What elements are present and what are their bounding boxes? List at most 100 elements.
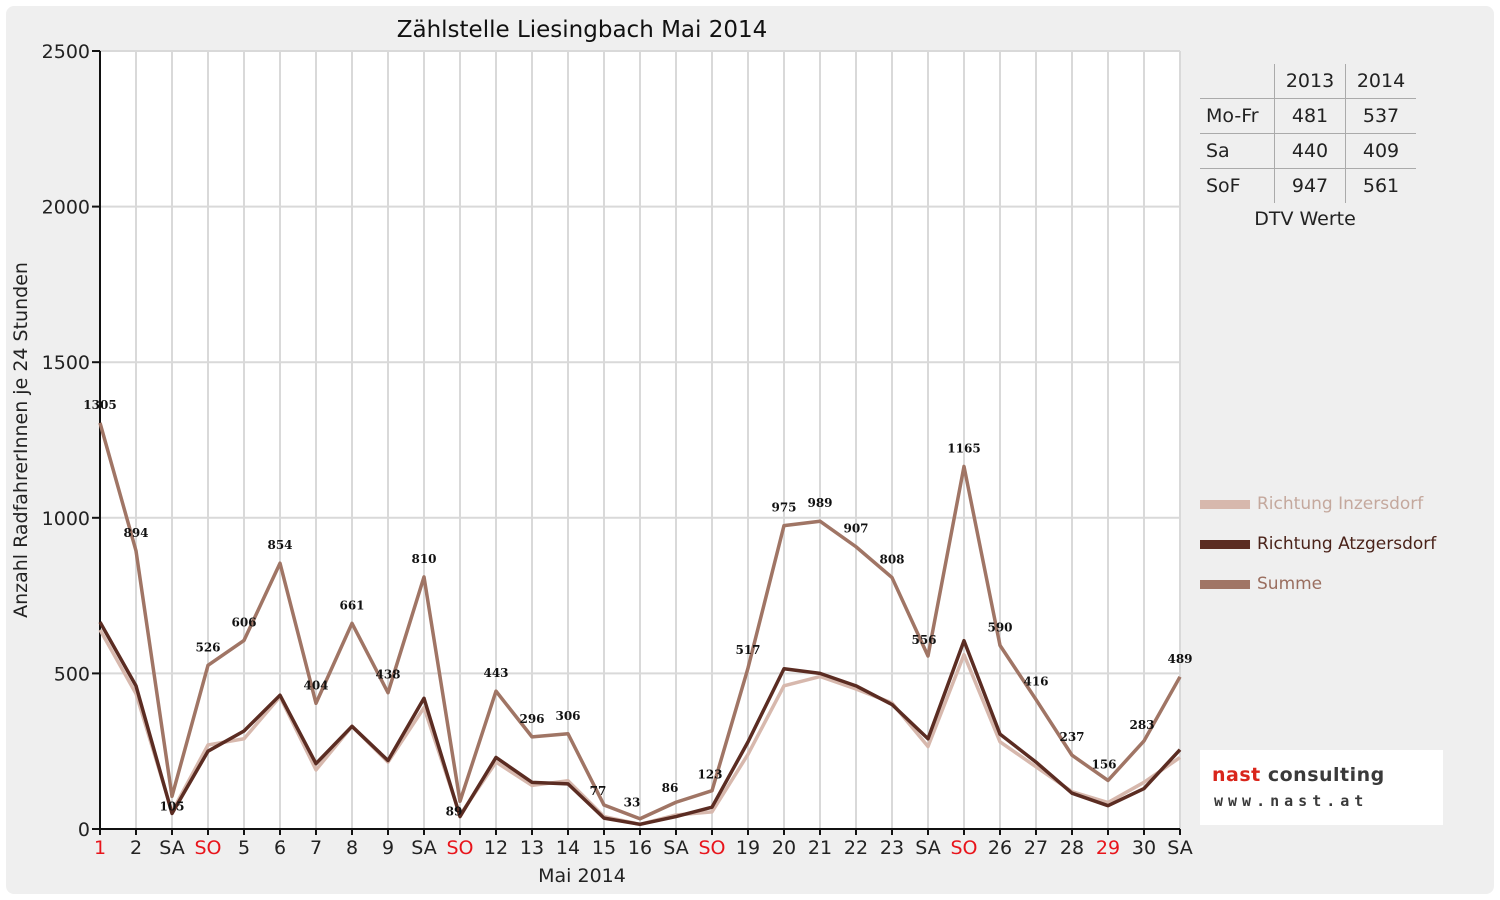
x-tick-label: 1 xyxy=(94,837,106,859)
x-tick-label: 30 xyxy=(1132,837,1156,859)
data-label: 975 xyxy=(771,501,796,515)
y-axis-label: Anzahl RadfahrerInnen je 24 Stunden xyxy=(10,262,32,618)
data-label: 489 xyxy=(1167,652,1192,666)
x-tick-label: 14 xyxy=(556,837,580,859)
legend-label-inzersdorf: Richtung Inzersdorf xyxy=(1257,494,1424,514)
data-label: 443 xyxy=(483,666,508,680)
data-label: 1165 xyxy=(947,441,980,455)
data-label: 661 xyxy=(339,598,364,612)
x-tick-label: SA xyxy=(1167,837,1192,859)
dtv-row-label: SoF xyxy=(1200,168,1275,203)
data-label: 1305 xyxy=(83,398,116,412)
legend-label-atzgersdorf: Richtung Atzgersdorf xyxy=(1257,534,1437,554)
data-label: 77 xyxy=(590,784,607,798)
dtv-table: 2013 2014 Mo-Fr 481 537 Sa 440 409 SoF 9… xyxy=(1200,64,1416,203)
x-tick-label: 12 xyxy=(484,837,508,859)
dtv-caption: DTV Werte xyxy=(1254,208,1356,230)
x-tick-label: 23 xyxy=(880,837,904,859)
x-tick-label: SA xyxy=(915,837,940,859)
company-logo: nast consulting www.nast.at xyxy=(1200,750,1443,825)
data-label: 590 xyxy=(987,620,1012,634)
data-label: 526 xyxy=(195,640,220,654)
series-line-2 xyxy=(98,422,1182,821)
x-tick-label: 6 xyxy=(274,837,286,859)
data-label: 33 xyxy=(624,796,641,810)
data-label: 89 xyxy=(446,804,463,818)
logo-name-part1: nast xyxy=(1212,764,1261,786)
chart-title: Zählstelle Liesingbach Mai 2014 xyxy=(397,17,768,43)
series-line-1 xyxy=(98,621,1182,827)
x-tick-label: SA xyxy=(411,837,436,859)
y-tick-label: 1500 xyxy=(42,352,90,374)
data-label: 404 xyxy=(303,678,328,692)
x-tick-label: SO xyxy=(950,837,977,859)
x-tick-label: 22 xyxy=(844,837,868,859)
dtv-header-2014: 2014 xyxy=(1345,64,1416,99)
data-label: 989 xyxy=(807,496,832,510)
x-tick-label: 29 xyxy=(1096,837,1120,859)
y-tick-label: 1000 xyxy=(42,508,90,530)
legend-item-inzersdorf: Richtung Inzersdorf xyxy=(1200,492,1423,516)
dtv-cell-2013: 440 xyxy=(1274,133,1346,169)
x-tick-label: 26 xyxy=(988,837,1012,859)
legend-swatch-atzgersdorf xyxy=(1200,539,1250,549)
dtv-corner-cell xyxy=(1200,64,1275,99)
x-tick-label: 13 xyxy=(520,837,544,859)
x-tick-label: 5 xyxy=(238,837,250,859)
x-tick-label: 15 xyxy=(592,837,616,859)
x-tick-label: SO xyxy=(446,837,473,859)
dtv-header-2013: 2013 xyxy=(1274,64,1346,99)
dtv-cell-2013: 947 xyxy=(1274,168,1346,203)
data-label: 105 xyxy=(159,799,184,813)
y-tick-label: 0 xyxy=(78,819,90,841)
dtv-cell-2014: 537 xyxy=(1345,98,1416,134)
data-label: 156 xyxy=(1091,757,1116,771)
x-tick-label: 21 xyxy=(808,837,832,859)
legend-swatch-summe xyxy=(1200,579,1250,589)
legend-swatch-inzersdorf xyxy=(1200,499,1250,509)
logo-url: www.nast.at xyxy=(1214,792,1369,810)
legend-item-summe: Summe xyxy=(1200,572,1322,596)
dtv-row-label: Mo-Fr xyxy=(1200,98,1275,134)
data-label: 237 xyxy=(1059,730,1084,744)
x-tick-label: 16 xyxy=(628,837,652,859)
x-tick-label: 28 xyxy=(1060,837,1084,859)
dtv-cell-2014: 561 xyxy=(1345,168,1416,203)
data-label: 517 xyxy=(735,643,760,657)
data-label: 296 xyxy=(519,712,544,726)
y-tick-label: 2000 xyxy=(42,197,90,219)
dtv-cell-2014: 409 xyxy=(1345,133,1416,169)
x-tick-label: SO xyxy=(698,837,725,859)
x-tick-label: 20 xyxy=(772,837,796,859)
data-label: 416 xyxy=(1023,675,1048,689)
dtv-cell-2013: 481 xyxy=(1274,98,1346,134)
x-tick-label: 7 xyxy=(310,837,322,859)
data-label: 283 xyxy=(1129,718,1154,732)
data-label: 556 xyxy=(911,633,936,647)
data-label: 306 xyxy=(555,709,580,723)
data-label: 123 xyxy=(697,768,722,782)
data-label: 854 xyxy=(267,538,292,552)
x-tick-label: 8 xyxy=(346,837,358,859)
x-tick-label: 27 xyxy=(1024,837,1048,859)
x-tick-label: 9 xyxy=(382,837,394,859)
x-tick-label: SA xyxy=(663,837,688,859)
x-axis-label: Mai 2014 xyxy=(538,865,626,887)
logo-name-part2: consulting xyxy=(1260,764,1385,786)
dtv-row-label: Sa xyxy=(1200,133,1275,169)
y-tick-label: 500 xyxy=(54,663,90,685)
data-label: 810 xyxy=(411,552,436,566)
x-tick-label: 2 xyxy=(130,837,142,859)
x-tick-label: 19 xyxy=(736,837,760,859)
data-label: 894 xyxy=(123,526,148,540)
legend-item-atzgersdorf: Richtung Atzgersdorf xyxy=(1200,532,1436,556)
y-tick-label: 2500 xyxy=(42,41,90,63)
data-label: 86 xyxy=(662,781,679,795)
data-label: 438 xyxy=(375,668,400,682)
data-label: 808 xyxy=(879,553,904,567)
x-tick-label: SA xyxy=(159,837,184,859)
data-label: 606 xyxy=(231,615,256,629)
legend-label-summe: Summe xyxy=(1257,574,1323,594)
data-label: 907 xyxy=(843,522,868,536)
